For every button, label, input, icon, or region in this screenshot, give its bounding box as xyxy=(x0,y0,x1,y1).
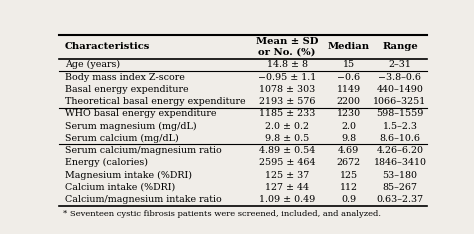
Text: 4.69: 4.69 xyxy=(338,146,359,155)
Text: Calcium intake (%DRI): Calcium intake (%DRI) xyxy=(65,183,175,192)
Text: 2672: 2672 xyxy=(337,158,361,167)
Text: Characteristics: Characteristics xyxy=(65,43,150,51)
Text: 85–267: 85–267 xyxy=(383,183,418,192)
Text: Theoretical basal energy expenditure: Theoretical basal energy expenditure xyxy=(65,97,246,106)
Text: 2200: 2200 xyxy=(337,97,361,106)
Text: −0.95 ± 1.1: −0.95 ± 1.1 xyxy=(258,73,316,82)
Text: 1.5–2.3: 1.5–2.3 xyxy=(383,122,418,131)
Text: 112: 112 xyxy=(339,183,357,192)
Text: 8.6–10.6: 8.6–10.6 xyxy=(380,134,420,143)
Text: 2.0 ± 0.2: 2.0 ± 0.2 xyxy=(265,122,309,131)
Text: 1149: 1149 xyxy=(337,85,361,94)
Text: 4.89 ± 0.54: 4.89 ± 0.54 xyxy=(259,146,315,155)
Text: 9.8: 9.8 xyxy=(341,134,356,143)
Text: Age (years): Age (years) xyxy=(65,60,120,69)
Text: 9.8 ± 0.5: 9.8 ± 0.5 xyxy=(265,134,309,143)
Text: 53–180: 53–180 xyxy=(383,171,418,180)
Text: 1185 ± 233: 1185 ± 233 xyxy=(259,109,315,118)
Text: 1230: 1230 xyxy=(337,109,361,118)
Text: Calcium/magnesium intake ratio: Calcium/magnesium intake ratio xyxy=(65,195,221,204)
Text: Basal energy expenditure: Basal energy expenditure xyxy=(65,85,188,94)
Text: 440–1490: 440–1490 xyxy=(376,85,423,94)
Text: 0.9: 0.9 xyxy=(341,195,356,204)
Text: 2193 ± 576: 2193 ± 576 xyxy=(259,97,315,106)
Text: 1078 ± 303: 1078 ± 303 xyxy=(259,85,315,94)
Text: Mean ± SD
or No. (%): Mean ± SD or No. (%) xyxy=(256,37,318,57)
Text: 14.8 ± 8: 14.8 ± 8 xyxy=(266,60,308,69)
Text: Energy (calories): Energy (calories) xyxy=(65,158,148,167)
Text: WHO basal energy expenditure: WHO basal energy expenditure xyxy=(65,109,216,118)
Text: −3.8–0.6: −3.8–0.6 xyxy=(378,73,421,82)
Text: 0.63–2.37: 0.63–2.37 xyxy=(376,195,424,204)
Text: 127 ± 44: 127 ± 44 xyxy=(265,183,309,192)
Text: 125 ± 37: 125 ± 37 xyxy=(265,171,309,180)
Text: Median: Median xyxy=(328,43,370,51)
Text: 2–31: 2–31 xyxy=(389,60,411,69)
Text: Magnesium intake (%DRI): Magnesium intake (%DRI) xyxy=(65,171,192,180)
Text: 2.0: 2.0 xyxy=(341,122,356,131)
Text: Serum calcium/magnesium ratio: Serum calcium/magnesium ratio xyxy=(65,146,221,155)
Text: Serum calcium (mg/dL): Serum calcium (mg/dL) xyxy=(65,134,179,143)
Text: 15: 15 xyxy=(343,60,355,69)
Text: 4.26–6.20: 4.26–6.20 xyxy=(376,146,423,155)
Text: 125: 125 xyxy=(339,171,357,180)
Text: −0.6: −0.6 xyxy=(337,73,360,82)
Text: 598–1559: 598–1559 xyxy=(376,109,424,118)
Text: 1846–3410: 1846–3410 xyxy=(374,158,427,167)
Text: 1066–3251: 1066–3251 xyxy=(374,97,427,106)
Text: 2595 ± 464: 2595 ± 464 xyxy=(259,158,315,167)
Text: 1.09 ± 0.49: 1.09 ± 0.49 xyxy=(259,195,315,204)
Text: * Seventeen cystic fibrosis patients were screened, included, and analyzed.: * Seventeen cystic fibrosis patients wer… xyxy=(63,210,381,218)
Text: Body mass index Z-score: Body mass index Z-score xyxy=(65,73,185,82)
Text: Range: Range xyxy=(382,43,418,51)
Text: Serum magnesium (mg/dL): Serum magnesium (mg/dL) xyxy=(65,121,196,131)
